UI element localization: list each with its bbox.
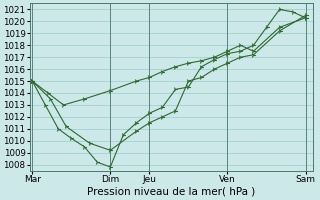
X-axis label: Pression niveau de la mer( hPa ): Pression niveau de la mer( hPa ) bbox=[87, 187, 256, 197]
